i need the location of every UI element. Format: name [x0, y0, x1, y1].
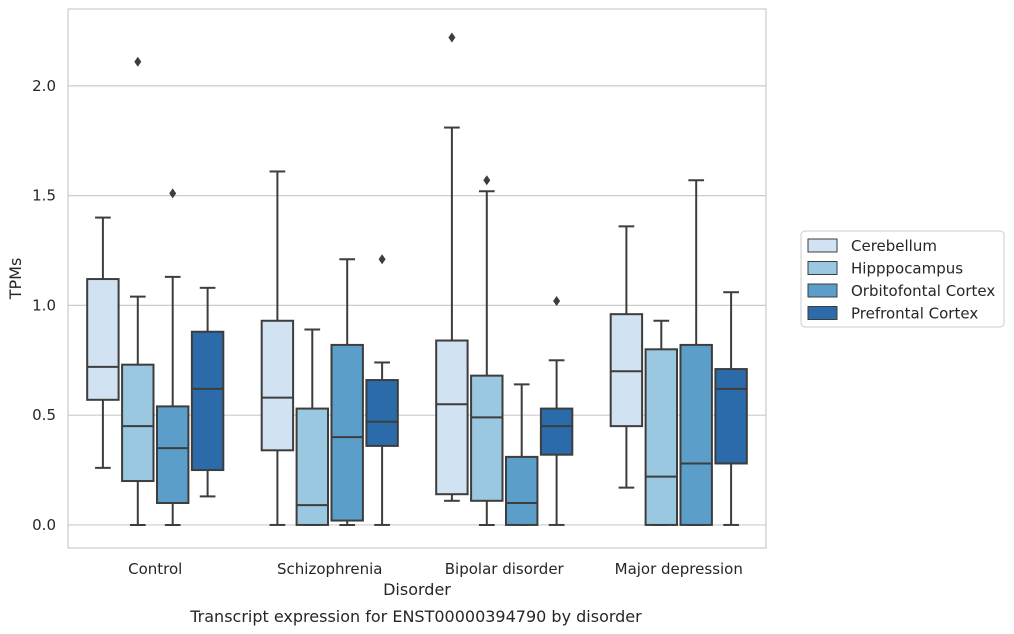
y-tick-label: 0.5	[32, 406, 56, 424]
boxes	[86, 32, 748, 526]
box-iqr	[155, 405, 190, 504]
outlier-point	[448, 32, 456, 43]
outlier-point	[169, 188, 177, 199]
x-tick-label: Control	[128, 560, 182, 578]
box-iqr	[539, 407, 574, 456]
outlier-point	[483, 175, 491, 186]
legend-swatch	[807, 306, 838, 320]
legend-frame	[800, 230, 1005, 328]
legend-swatch	[807, 261, 838, 275]
box-iqr	[295, 407, 330, 526]
box-iqr	[260, 319, 295, 452]
box-iqr	[679, 343, 713, 526]
box-iqr	[644, 348, 679, 526]
box-iqr	[330, 343, 364, 522]
box-iqr	[365, 379, 399, 447]
box-0-2	[155, 188, 190, 526]
legend-swatch	[807, 283, 838, 298]
y-ticks: 0.0 0.5 1.0 1.5 2.0	[32, 77, 56, 534]
box-3-1	[644, 319, 679, 526]
box-1-3	[365, 254, 399, 526]
box-2-0	[435, 32, 469, 502]
box-2-1	[470, 175, 504, 526]
x-axis-label: Disorder	[383, 580, 451, 599]
box-iqr	[470, 374, 504, 502]
box-iqr	[504, 455, 539, 526]
x-ticks: Control Schizophrenia Bipolar disorder Majo…	[128, 560, 743, 578]
box-iqr	[86, 278, 120, 401]
box-0-3	[190, 286, 225, 498]
box-1-2	[330, 258, 364, 526]
box-3-2	[679, 179, 713, 526]
chart-caption: Transcript expression for ENST0000039479…	[189, 607, 642, 626]
legend-label: Orbitofontal Cortex	[851, 282, 995, 300]
box-iqr	[609, 313, 644, 428]
y-tick-label: 2.0	[32, 77, 56, 95]
box-1-1	[295, 328, 330, 526]
box-2-3	[539, 296, 574, 526]
y-axis-label: TPMs	[6, 258, 25, 301]
box-3-0	[609, 225, 644, 489]
x-tick-label: Bipolar disorder	[445, 560, 565, 578]
y-tick-label: 1.5	[32, 187, 56, 205]
legend-label: Cerebellum	[851, 237, 937, 255]
box-iqr	[435, 339, 469, 496]
outlier-point	[378, 254, 386, 265]
box-3-3	[714, 291, 748, 526]
box-iqr	[190, 330, 225, 472]
box-iqr	[121, 363, 155, 483]
box-1-0	[260, 170, 295, 526]
box-2-2	[504, 383, 539, 526]
box-iqr	[714, 368, 748, 465]
x-tick-label: Schizophrenia	[277, 560, 382, 578]
y-tick-label: 1.0	[32, 296, 56, 314]
box-0-0	[86, 216, 120, 469]
legend-label: Prefrontal Cortex	[851, 305, 978, 323]
plot-frame	[67, 8, 767, 549]
box-0-1	[121, 56, 155, 526]
y-tick-label: 0.0	[32, 516, 56, 534]
legend-swatch	[807, 238, 838, 253]
x-tick-label: Major depression	[615, 560, 743, 578]
outlier-point	[553, 296, 561, 307]
outlier-point	[134, 56, 142, 67]
legend-label: Hipppocampus	[851, 260, 963, 278]
legend: Cerebellum Hipppocampus Orbitofontal Corte…	[800, 230, 1005, 328]
